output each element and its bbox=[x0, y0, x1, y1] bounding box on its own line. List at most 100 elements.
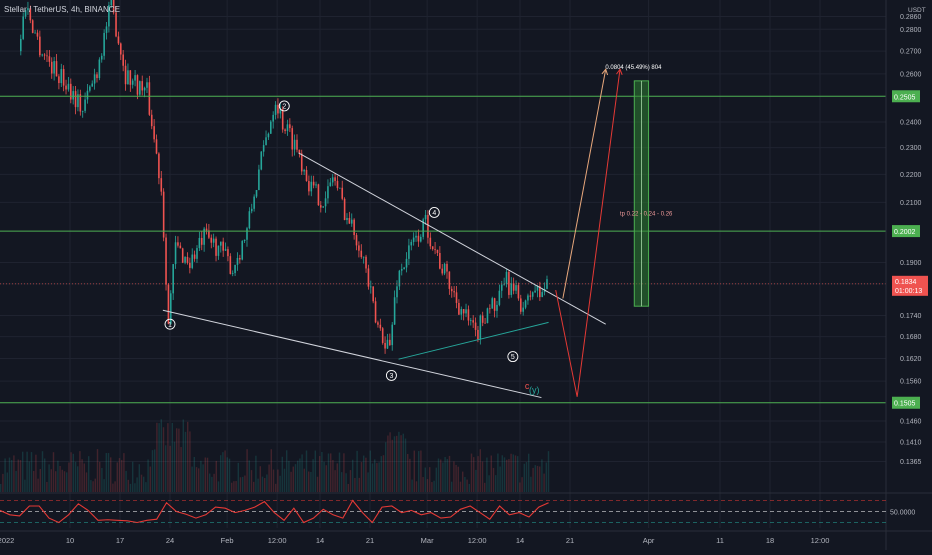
x-tick-label: 11 bbox=[716, 536, 724, 545]
volume-bar bbox=[140, 474, 143, 492]
volume-bar bbox=[253, 481, 255, 492]
candle-body bbox=[181, 248, 184, 263]
candle-body bbox=[93, 74, 96, 84]
candle-body bbox=[272, 114, 274, 122]
volume-bar bbox=[426, 479, 429, 492]
candle-body bbox=[205, 228, 208, 231]
volume-bar bbox=[90, 480, 92, 492]
candle-body bbox=[389, 339, 391, 346]
candle-body bbox=[53, 61, 55, 74]
volume-bar bbox=[352, 459, 354, 492]
volume-bar bbox=[455, 464, 457, 492]
volume-bar bbox=[191, 466, 193, 492]
candle-body bbox=[400, 268, 403, 271]
volume-bar bbox=[495, 475, 497, 492]
volume-bar bbox=[343, 453, 345, 492]
volume-bar bbox=[169, 445, 171, 492]
volume-bar bbox=[521, 477, 523, 492]
volume-bar bbox=[356, 450, 358, 492]
volume-bar bbox=[437, 458, 440, 492]
volume-bar bbox=[547, 451, 550, 492]
candle-body bbox=[234, 264, 236, 274]
wave-label: 2 bbox=[282, 104, 286, 111]
volume-bar bbox=[217, 481, 220, 492]
volume-bar bbox=[193, 457, 195, 492]
volume-bar bbox=[224, 450, 226, 492]
volume-bar bbox=[499, 466, 501, 492]
volume-bar bbox=[8, 457, 11, 492]
volume-bar bbox=[512, 454, 514, 492]
candle-body bbox=[241, 241, 244, 260]
candle-body bbox=[136, 75, 139, 95]
candle-body bbox=[508, 271, 510, 295]
volume-bar bbox=[543, 473, 545, 492]
candle-body bbox=[112, 0, 115, 13]
volume-bar bbox=[4, 458, 6, 492]
candle-body bbox=[481, 315, 484, 323]
volume-bar bbox=[68, 462, 70, 492]
price-axis-bg bbox=[886, 0, 932, 550]
candle-body bbox=[174, 242, 177, 265]
volume-bar bbox=[171, 422, 173, 492]
volume-bar bbox=[514, 455, 517, 492]
volume-bar bbox=[156, 422, 158, 492]
wave-y-line[interactable] bbox=[398, 321, 549, 360]
candle-body bbox=[279, 109, 282, 114]
candle-body bbox=[239, 257, 241, 260]
volume-bar bbox=[488, 475, 490, 492]
candle-body bbox=[248, 211, 251, 229]
volume-bar bbox=[371, 463, 374, 492]
volume-bar bbox=[459, 481, 462, 492]
candle-body bbox=[360, 250, 363, 258]
candle-body bbox=[227, 249, 229, 257]
candle-body bbox=[336, 180, 339, 189]
candle-body bbox=[79, 94, 82, 112]
volume-bar bbox=[81, 459, 83, 492]
volume-bar bbox=[59, 465, 61, 492]
volume-bar bbox=[462, 471, 464, 492]
candle-body bbox=[36, 32, 39, 37]
volume-bar bbox=[63, 471, 66, 492]
candle-body bbox=[253, 196, 255, 209]
candle-body bbox=[291, 128, 294, 150]
volume-bar bbox=[77, 466, 79, 492]
y-tick-label: 0.1365 bbox=[900, 459, 922, 466]
arrow-head bbox=[616, 68, 623, 76]
candle-body bbox=[274, 104, 277, 115]
candle-body bbox=[317, 184, 320, 206]
candle-body bbox=[391, 324, 394, 346]
volume-bar bbox=[44, 458, 46, 492]
candle-body bbox=[270, 121, 272, 134]
volume-bar bbox=[187, 421, 189, 492]
volume-bar bbox=[420, 450, 422, 492]
volume-bar bbox=[35, 454, 37, 492]
volume-bar bbox=[393, 436, 396, 492]
volume-bar bbox=[72, 453, 74, 492]
volume-bar bbox=[457, 466, 459, 492]
volume-bar bbox=[363, 455, 365, 492]
wedge-lower-line[interactable] bbox=[162, 309, 542, 399]
volume-bar bbox=[239, 477, 242, 492]
candle-body bbox=[298, 149, 301, 154]
volume-bar bbox=[389, 432, 391, 492]
volume-bar bbox=[481, 461, 484, 492]
wave-label-circle bbox=[428, 207, 440, 218]
volume-bar bbox=[55, 471, 57, 492]
volume-bar bbox=[83, 463, 85, 492]
projection-up[interactable] bbox=[562, 69, 607, 299]
candle-body bbox=[103, 32, 105, 56]
candle-body bbox=[343, 198, 346, 220]
volume-bar bbox=[209, 473, 211, 492]
level-label-box bbox=[892, 396, 920, 409]
candle-body bbox=[534, 290, 536, 293]
projection-down[interactable] bbox=[555, 69, 621, 397]
volume-bar bbox=[99, 461, 101, 492]
volume-bar bbox=[180, 447, 182, 492]
volume-bar bbox=[233, 481, 235, 492]
wedge-upper-line[interactable] bbox=[298, 152, 606, 325]
volume-bar bbox=[279, 475, 281, 492]
volume-bar bbox=[215, 460, 217, 492]
volume-bar bbox=[28, 461, 30, 492]
